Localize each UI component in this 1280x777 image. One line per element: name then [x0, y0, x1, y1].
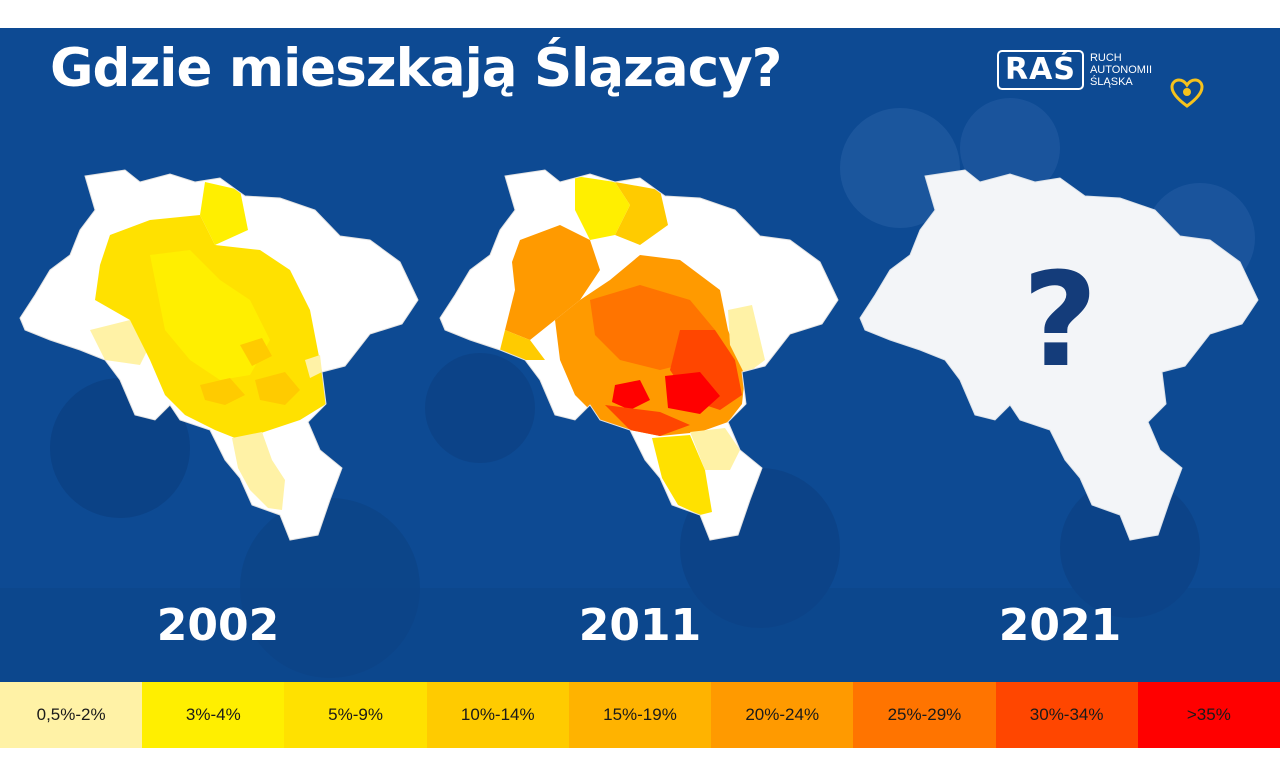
map-2011-region-red-1	[665, 372, 720, 414]
legend-label: 15%-19%	[603, 705, 677, 724]
legend-label: 0,5%-2%	[36, 705, 106, 724]
map-2011-region-south-orange	[605, 405, 690, 436]
map-2021-outline	[859, 169, 1259, 541]
legend: 0,5%-2% 3%-4% 5%-9% 10%-14% 15%-19% 20%-…	[0, 682, 1280, 748]
legend-item-1: 0,5%-2%	[0, 682, 143, 748]
year-label-2011: 2011	[578, 600, 702, 651]
legend-item-7: 25%-29%	[853, 682, 996, 748]
map-2002-region-orange-a	[200, 378, 245, 405]
legend-label: 5%-9%	[328, 705, 383, 724]
map-2002	[19, 169, 419, 541]
map-2002-region-yellow-north	[200, 182, 248, 245]
legend-item-2: 3%-4%	[142, 682, 285, 748]
heart-logo-icon	[1170, 78, 1204, 108]
map-2002-region-orange-c	[240, 338, 272, 366]
map-2011-region-south-yellow	[652, 435, 712, 515]
page-title: Gdzie mieszkają Ślązacy?	[50, 38, 782, 99]
legend-label: 25%-29%	[887, 705, 962, 724]
map-2011-region-west-yellow	[500, 330, 545, 360]
legend-item-6: 20%-24%	[711, 682, 854, 748]
map-2011-region-west	[505, 225, 600, 340]
map-2002-region-east-low	[305, 355, 322, 378]
legend-label: 20%-24%	[745, 705, 820, 724]
logo-abbreviation: RAŚ	[997, 50, 1084, 90]
logo-name: RUCH AUTONOMII ŚLĄSKA	[1090, 52, 1152, 88]
legend-label: 3%-4%	[185, 705, 241, 724]
map-2002-region-low	[90, 320, 150, 365]
map-2002-region-yellow-center	[150, 250, 270, 380]
map-2011-region-north-yellow	[575, 176, 630, 240]
map-2002-region-south-low	[232, 432, 285, 510]
map-2011-region-north-orange	[615, 182, 668, 245]
map-2021	[859, 169, 1259, 541]
unknown-data-question-mark: ?	[1022, 244, 1098, 396]
year-label-2021: 2021	[998, 600, 1122, 651]
legend-item-9: >35%	[1137, 682, 1280, 748]
map-2002-region-orange-b	[255, 372, 300, 405]
logo-name-line-2: AUTONOMII	[1089, 64, 1153, 76]
map-2011-region-red-2	[612, 380, 650, 410]
legend-label: 10%-14%	[460, 705, 535, 724]
legend-item-3: 5%-9%	[284, 682, 427, 748]
year-label-2002: 2002	[156, 600, 280, 651]
map-2011	[439, 169, 839, 541]
map-2011-region-south-low	[690, 428, 740, 470]
legend-label: >35%	[1186, 705, 1231, 724]
logo-name-line-3: ŚLĄSKA	[1089, 76, 1133, 88]
legend-item-8: 30%-34%	[995, 682, 1138, 748]
ras-logo: RAŚ RUCH AUTONOMII ŚLĄSKA	[997, 48, 1152, 92]
legend-item-5: 15%-19%	[568, 682, 712, 748]
legend-item-4: 10%-14%	[426, 682, 569, 748]
map-2011-region-east-low	[728, 305, 765, 375]
logo-name-line-1: RUCH	[1089, 52, 1122, 64]
legend-label: 30%-34%	[1029, 705, 1104, 724]
